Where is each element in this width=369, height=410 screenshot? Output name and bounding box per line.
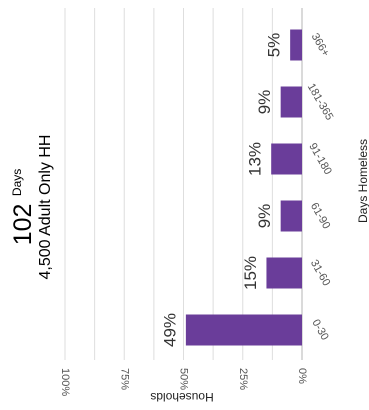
summary-block: 102 Days 4,500 Adult Only HH — [9, 135, 55, 280]
value-tick-label: 100% — [59, 368, 71, 396]
summary-value: 102 — [9, 204, 37, 246]
value-tick-label: 50% — [178, 368, 190, 390]
value-tick-label: 75% — [118, 368, 130, 390]
data-label-181-365: 9% — [255, 90, 274, 115]
category-tick-labels: 0-30 31-60 61-90 91-180 181-365 366+ — [305, 31, 336, 342]
bar-0-30 — [185, 314, 302, 346]
data-labels: 49% 15% 9% 13% 9% 5% — [160, 33, 283, 347]
data-label-0-30: 49% — [160, 313, 179, 347]
category-tick-label: 181-365 — [305, 81, 336, 122]
category-tick-label: 0-30 — [309, 317, 330, 342]
data-label-31-60: 15% — [241, 256, 260, 290]
bars — [185, 29, 302, 346]
data-label-366+: 5% — [265, 33, 284, 58]
category-tick-label: 61-90 — [308, 201, 332, 231]
value-tick-label: 0% — [296, 368, 308, 384]
data-label-91-180: 13% — [246, 142, 265, 176]
data-label-61-90: 9% — [255, 204, 274, 229]
value-tick-label: 25% — [237, 368, 249, 390]
category-tick-label: 366+ — [309, 31, 332, 58]
bar-181-365 — [280, 86, 302, 118]
grid-lines — [64, 8, 303, 360]
category-tick-label: 91-180 — [306, 141, 334, 177]
bar-366+ — [290, 29, 302, 61]
y-axis-title: Households — [150, 390, 213, 404]
bar-91-180 — [271, 143, 302, 175]
x-axis-title: Days Homeless — [356, 139, 369, 223]
bar-31-60 — [266, 257, 302, 289]
category-tick-label: 31-60 — [308, 258, 332, 288]
value-tick-labels: 0% 25% 50% 75% 100% — [59, 368, 308, 396]
svg-text:102 Days: 102 Days — [9, 169, 37, 246]
bar-61-90 — [280, 200, 302, 232]
summary-unit: Days — [10, 169, 24, 196]
summary-subtitle: 4,500 Adult Only HH — [37, 135, 54, 280]
